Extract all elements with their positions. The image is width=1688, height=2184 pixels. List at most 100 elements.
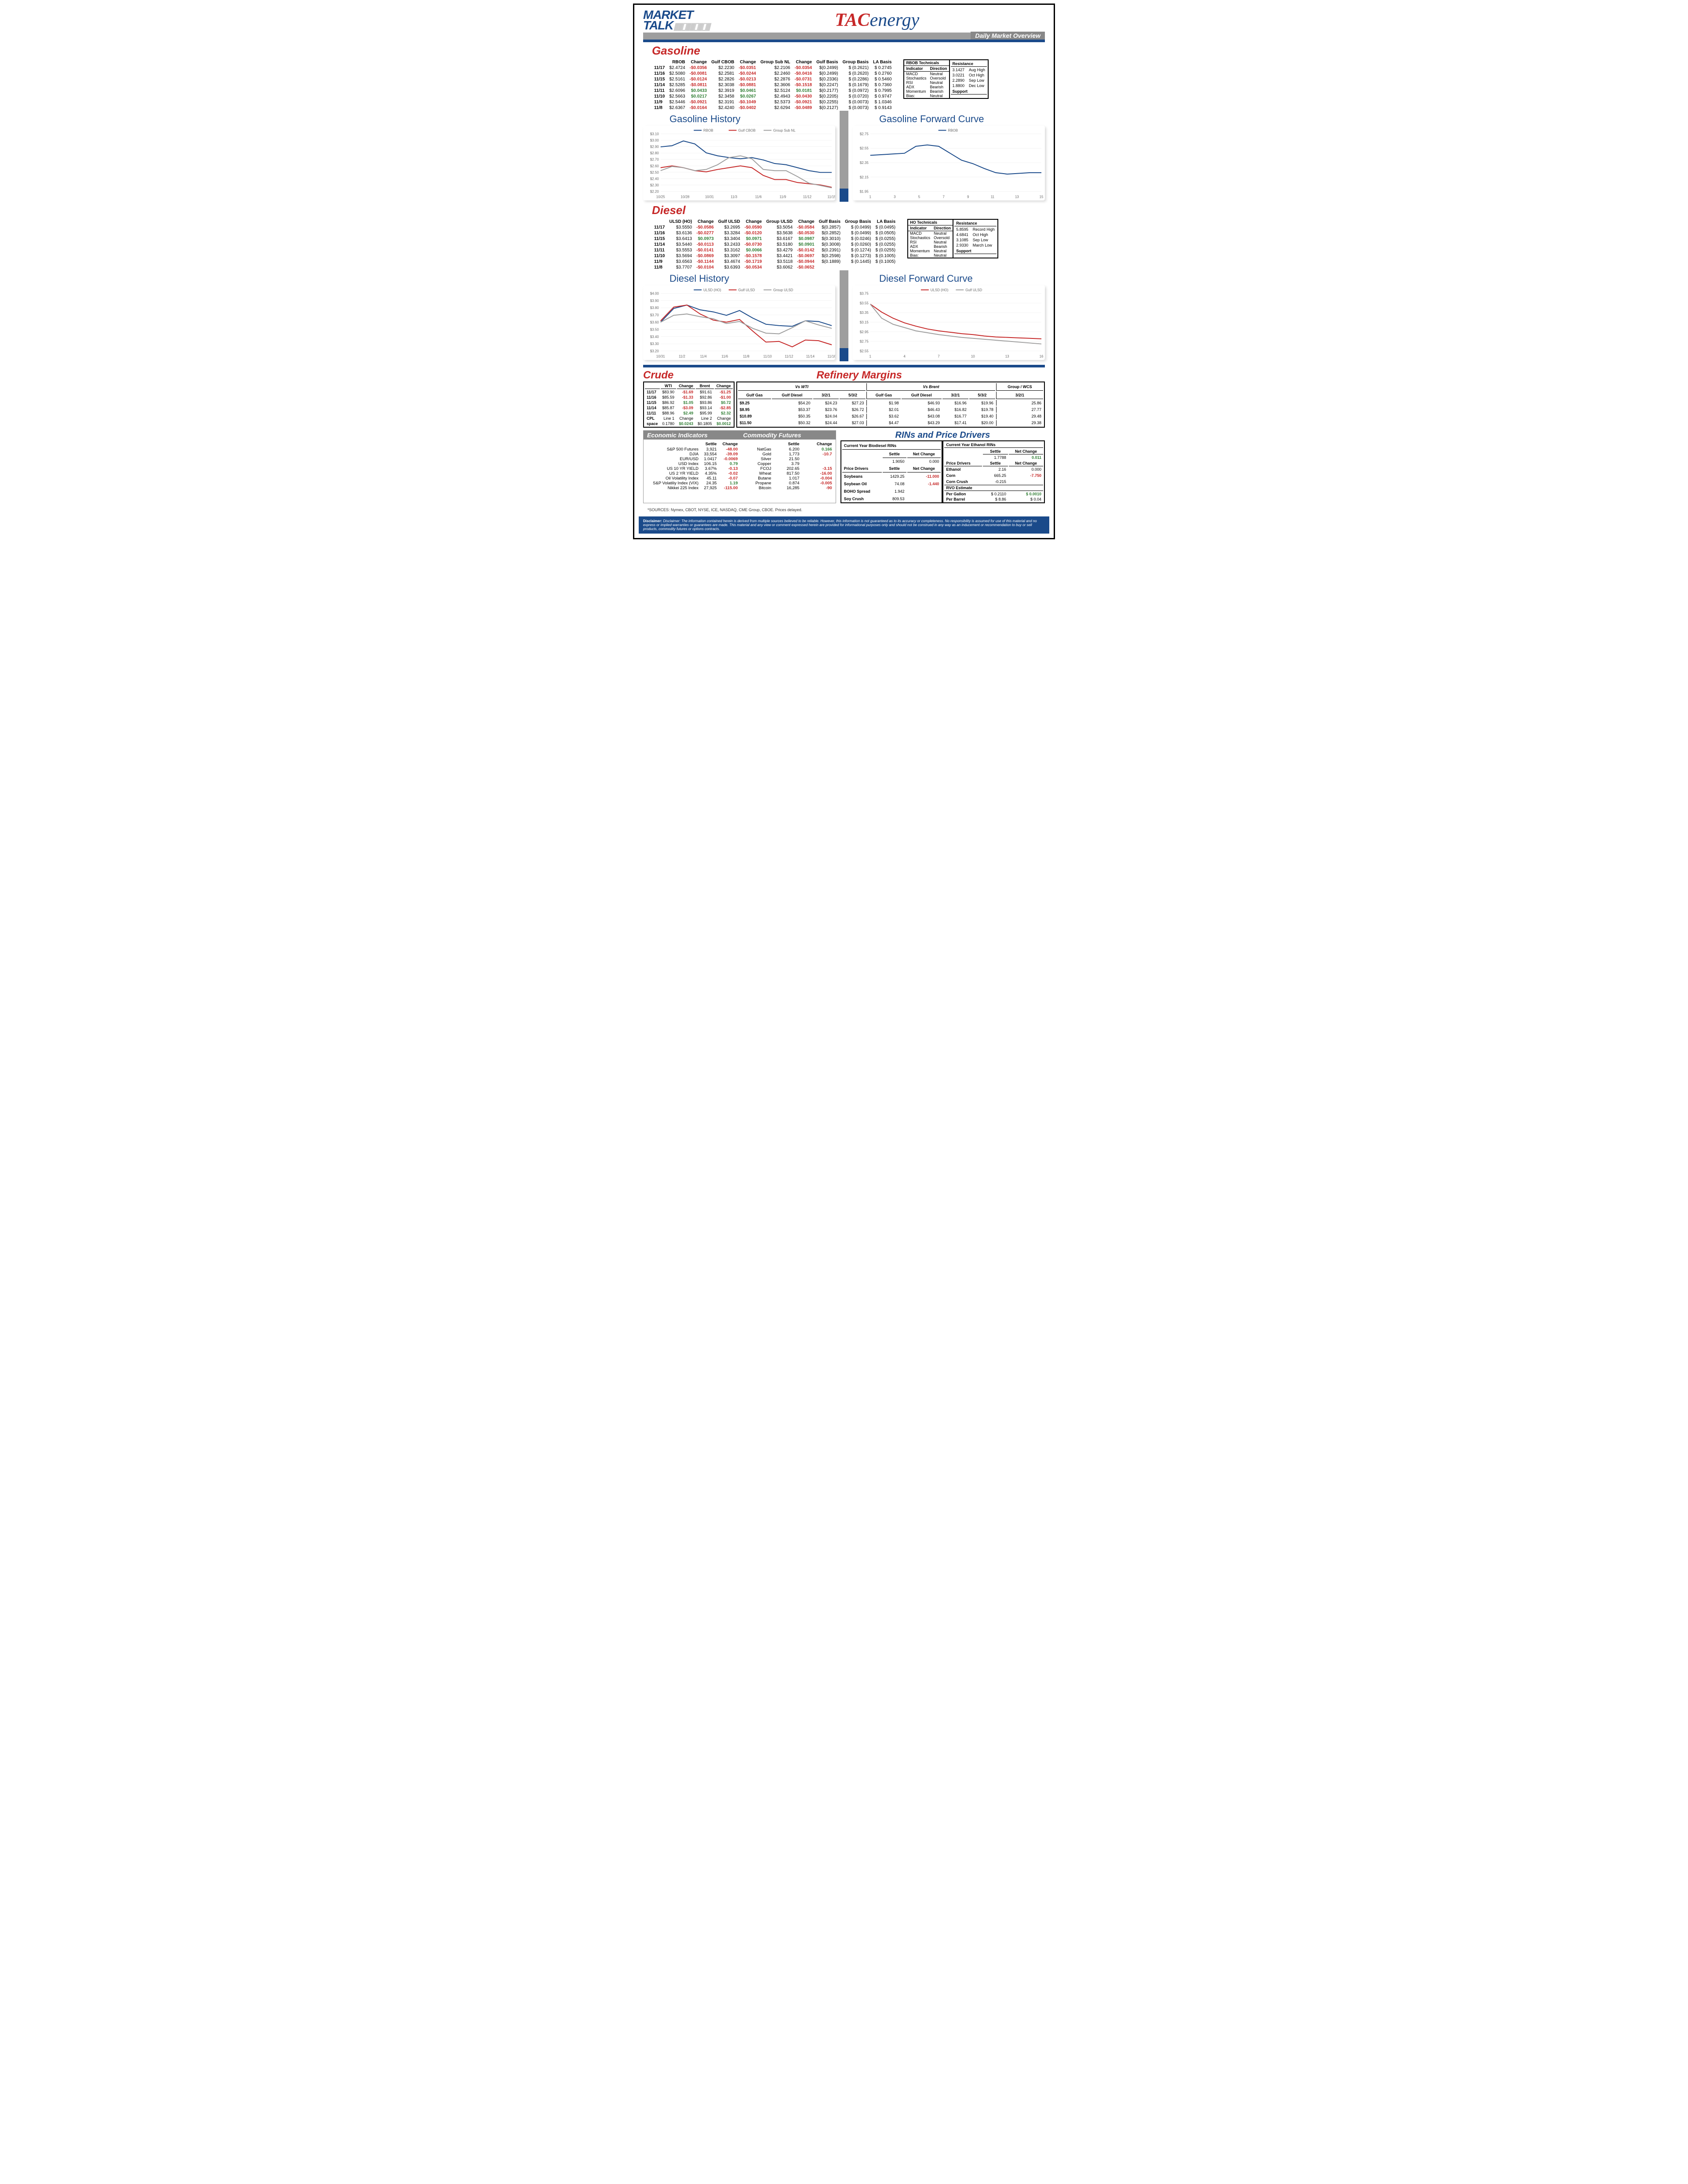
svg-text:Gulf CBOB: Gulf CBOB [738,128,756,132]
ho-resistance-table: Resistance5.8595Record High4.6841Oct Hig… [953,220,997,255]
svg-text:$2.35: $2.35 [860,161,869,165]
svg-text:$2.15: $2.15 [860,175,869,179]
diesel-history-svg: $3.20$3.30$3.40$3.50$3.60$3.70$3.80$3.90… [643,285,835,360]
logo-bars-icon: ▮▮▯▮▮▯▮▯▮ [673,21,709,32]
svg-text:7: 7 [942,195,945,199]
crude-title: Crude [643,369,673,382]
svg-text:5: 5 [918,195,920,199]
rbob-resistance-table: Resistance3.1427Aug High3.0221Oct High2.… [950,60,988,95]
rins-biodiesel-table: Current Year Biodiesel RINsSettleNet Cha… [840,440,943,503]
rins-section: RINs and Price Drivers Current Year Biod… [840,430,1045,503]
gasoline-title: Gasoline [634,42,1054,59]
svg-text:$2.40: $2.40 [650,177,659,181]
gasoline-table: RBOBChangeGulf CBOBChangeGroup Sub NLCha… [652,59,894,111]
svg-text:Group ULSD: Group ULSD [773,288,793,292]
svg-text:$3.55: $3.55 [860,301,869,305]
svg-text:$2.80: $2.80 [650,151,659,155]
svg-text:$2.75: $2.75 [860,340,869,344]
chart-separator [840,111,848,202]
rbob-technicals-box: RBOB TechnicalsIndicatorDirectionMACDNeu… [903,59,950,99]
crude-refinery-tables: WTIChangeBrentChange11/17$83.90-$1.69$91… [634,382,1054,428]
svg-text:$3.70: $3.70 [650,313,659,317]
logo-energy-text: energy [870,10,920,30]
disclaimer-text: Disclaimer: The information contained he… [643,519,1037,531]
gasoline-history-title: Gasoline History [643,111,835,126]
svg-text:11/6: 11/6 [721,354,728,358]
svg-text:1: 1 [869,195,872,199]
svg-text:4: 4 [903,354,906,358]
svg-text:$3.15: $3.15 [860,320,869,324]
sources-footnote: *SOURCES: Nymex, CBOT, NYSE, ICE, NASDAQ… [634,506,1054,514]
commodity-futures-header: Commodity Futures [739,431,835,440]
svg-text:$3.35: $3.35 [860,311,869,315]
gasoline-history-svg: $2.20$2.30$2.40$2.50$2.60$2.70$2.80$2.90… [643,126,835,200]
svg-text:11/8: 11/8 [743,354,749,358]
logo-market-talk: MARKET TALK▮▮▯▮▮▯▮▯▮ [643,10,709,31]
svg-text:16: 16 [1040,354,1044,358]
rbob-technicals-table: RBOB TechnicalsIndicatorDirectionMACDNeu… [904,60,949,98]
svg-text:10/25: 10/25 [656,195,665,199]
svg-text:11/6: 11/6 [755,195,762,199]
rins-title: RINs and Price Drivers [840,430,1045,440]
svg-text:$1.95: $1.95 [860,190,869,194]
daily-market-overview-label: Daily Market Overview [971,32,1045,40]
commodity-futures-table: SettleChangeNatGas6.2000.166Gold1,773-10… [739,441,833,491]
header-blue-bar: Daily Market Overview [643,40,1045,42]
svg-text:$3.50: $3.50 [650,327,659,331]
svg-text:$3.00: $3.00 [650,138,659,142]
svg-text:7: 7 [938,354,940,358]
gasoline-charts: Gasoline History $2.20$2.30$2.40$2.50$2.… [634,111,1054,204]
svg-text:11/2: 11/2 [679,354,685,358]
svg-text:11/9: 11/9 [779,195,786,199]
svg-text:11/12: 11/12 [803,195,812,199]
econ-commodity-box: Economic Indicators Commodity Futures Se… [643,430,836,503]
economic-indicators-table: SettleChangeS&P 500 Futures3,921-48.00DJ… [645,441,739,491]
rbob-resistance-box: Resistance3.1427Aug High3.0221Oct High2.… [949,59,989,99]
ho-technicals-box: HO TechnicalsIndicatorDirectionMACDNeutr… [907,219,953,258]
svg-text:ULSD (HO): ULSD (HO) [703,288,721,292]
ho-resistance-box: Resistance5.8595Record High4.6841Oct Hig… [953,219,998,258]
diesel-forward-title: Diesel Forward Curve [853,270,1045,285]
gasoline-forward-chart: Gasoline Forward Curve $1.95$2.15$2.35$2… [853,111,1045,202]
economic-indicators-header: Economic Indicators [644,431,739,440]
svg-text:$3.75: $3.75 [860,291,869,295]
svg-text:11/4: 11/4 [700,354,707,358]
rins-ethanol-table: Current Year Ethanol RINsSettleNet Chang… [942,440,1045,503]
logo-talk: TALK [643,18,673,32]
svg-text:$4.00: $4.00 [650,291,659,295]
diesel-history-chart: Diesel History $3.20$3.30$3.40$3.50$3.60… [643,270,835,361]
refinery-margins-title: Refinery Margins [673,369,1045,382]
svg-text:$2.90: $2.90 [650,145,659,149]
svg-text:$2.95: $2.95 [860,330,869,334]
svg-text:Gulf ULSD: Gulf ULSD [738,288,755,292]
svg-text:Group Sub NL: Group Sub NL [773,128,796,132]
svg-text:11/14: 11/14 [806,354,815,358]
svg-text:$3.90: $3.90 [650,299,659,303]
svg-text:11: 11 [991,195,995,199]
svg-text:11/12: 11/12 [785,354,793,358]
svg-text:13: 13 [1015,195,1019,199]
diesel-title: Diesel [634,204,1054,219]
diesel-forward-svg: $2.55$2.75$2.95$3.15$3.35$3.55$3.7514710… [853,285,1045,360]
page: MARKET TALK▮▮▯▮▮▯▮▯▮ TACenergy Daily Mar… [633,4,1055,539]
svg-text:$2.60: $2.60 [650,164,659,168]
svg-text:11/10: 11/10 [763,354,772,358]
gasoline-forward-title: Gasoline Forward Curve [853,111,1045,126]
diesel-history-title: Diesel History [643,270,835,285]
diesel-table: ULSD (HO)ChangeGulf ULSDChangeGroup ULSD… [652,219,898,270]
svg-text:3: 3 [894,195,896,199]
svg-text:10/28: 10/28 [680,195,689,199]
gasoline-forward-svg: $1.95$2.15$2.35$2.55$2.7513579111315RBOB [853,126,1045,200]
svg-text:ULSD (HO): ULSD (HO) [931,288,949,292]
diesel-charts: Diesel History $3.20$3.30$3.40$3.50$3.60… [634,270,1054,363]
svg-text:$3.40: $3.40 [650,335,659,339]
svg-text:10/31: 10/31 [705,195,714,199]
svg-text:15: 15 [1040,195,1044,199]
svg-text:9: 9 [967,195,969,199]
svg-text:$2.20: $2.20 [650,190,659,194]
svg-text:$3.80: $3.80 [650,306,659,310]
diesel-section: ULSD (HO)ChangeGulf ULSDChangeGroup ULSD… [634,219,1054,270]
svg-text:$3.30: $3.30 [650,342,659,346]
logo-tac-text: TAC [835,10,869,30]
svg-text:10: 10 [971,354,975,358]
